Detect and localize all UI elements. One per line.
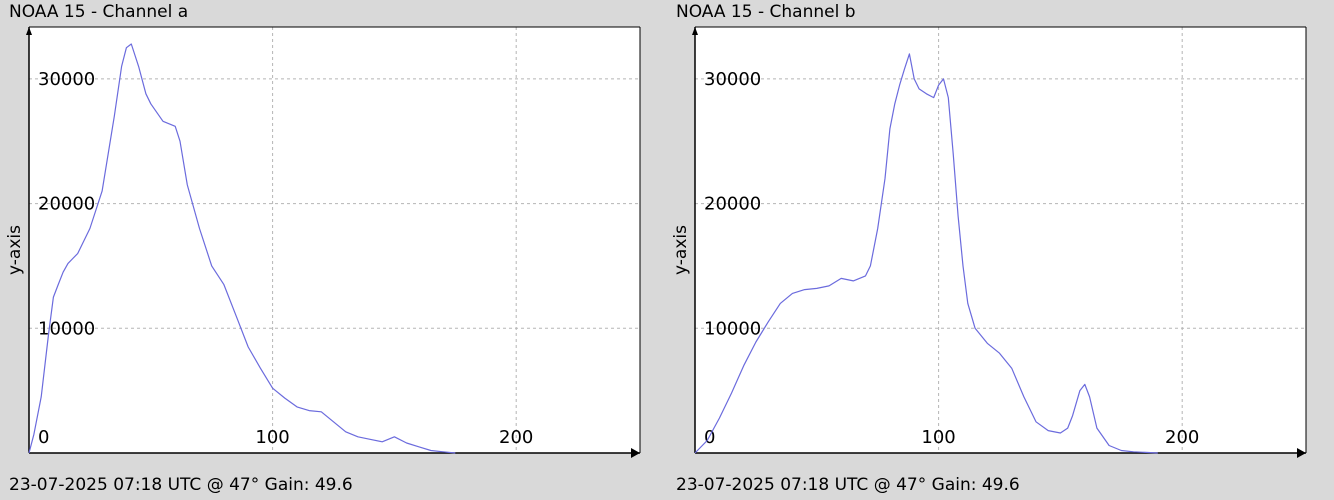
x-tick-label: 200 bbox=[499, 427, 533, 448]
panel-2-footer: 23-07-2025 07:18 UTC @ 47° Gain: 49.6 bbox=[676, 475, 1020, 495]
y-axis-label: y-axis bbox=[5, 225, 25, 275]
y-tick-label: 10000 bbox=[704, 318, 761, 339]
x-tick-label: 100 bbox=[921, 427, 955, 448]
x-tick-label: 200 bbox=[1165, 427, 1199, 448]
y-tick-label: 10000 bbox=[38, 318, 95, 339]
y-axis-label: y-axis bbox=[671, 225, 691, 275]
y-tick-label: 20000 bbox=[38, 194, 95, 215]
y-tick-label: 30000 bbox=[704, 69, 761, 90]
series-line bbox=[28, 43, 456, 454]
y-tick-label: 30000 bbox=[38, 69, 95, 90]
plot-area bbox=[29, 27, 640, 453]
x-axis-arrow-icon bbox=[631, 448, 640, 458]
x-tick-label: 0 bbox=[38, 427, 49, 448]
plot-area bbox=[695, 27, 1306, 453]
panel-1-footer: 23-07-2025 07:18 UTC @ 47° Gain: 49.6 bbox=[9, 475, 353, 495]
x-axis-arrow-icon bbox=[1297, 448, 1306, 458]
chart-2: 0 100 200 10000 20000 30000 y-axis bbox=[671, 26, 1307, 458]
panel-1-title: NOAA 15 - Channel a bbox=[9, 2, 189, 22]
x-tick-label: 0 bbox=[704, 427, 715, 448]
series-line bbox=[694, 53, 1158, 454]
x-tick-label: 100 bbox=[255, 427, 289, 448]
panel-2-title: NOAA 15 - Channel b bbox=[676, 2, 856, 22]
chart-1: 0 100 200 10000 20000 30000 y-axis bbox=[5, 26, 641, 458]
y-tick-label: 20000 bbox=[704, 194, 761, 215]
y-axis-arrow-icon bbox=[26, 27, 32, 35]
y-axis-arrow-icon bbox=[692, 27, 698, 35]
